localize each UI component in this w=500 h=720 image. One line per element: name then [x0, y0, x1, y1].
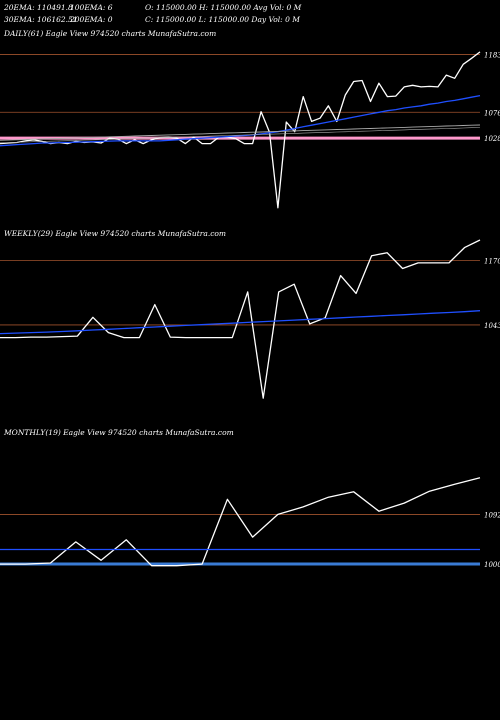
monthly-price-line — [0, 477, 481, 567]
header-ohlc-top: O: 115000.00 H: 115000.00 Avg Vol: 0 M — [145, 3, 302, 12]
header-100ema: 100EMA: 6 — [70, 3, 113, 12]
monthly-ytick-label: 1092 — [484, 511, 500, 519]
daily-ytick-label: 1183 — [484, 52, 500, 60]
weekly-price-line — [0, 239, 481, 399]
header-ohlc-bottom: C: 115000.00 L: 115000.00 Day Vol: 0 M — [145, 15, 300, 24]
daily-ema-slow-line-2 — [0, 127, 481, 144]
daily-ema-line — [0, 94, 481, 147]
weekly-ema-line — [0, 310, 481, 335]
daily-ytick-label: 1076 — [484, 109, 500, 117]
header-30ema: 30EMA: 106162.51 — [4, 15, 78, 24]
weekly-ytick-label: 1170 — [484, 257, 500, 265]
header-200ema: 200EMA: 0 — [70, 15, 113, 24]
weekly-panel-title: WEEKLY(29) Eagle View 974520 charts Muna… — [4, 229, 227, 238]
monthly-ytick-label: 1000 — [484, 561, 500, 569]
weekly-ytick-label: 1043 — [484, 322, 500, 330]
daily-panel-title: DAILY(61) Eagle View 974520 charts Munaf… — [4, 29, 217, 38]
monthly-panel-title: MONTHLY(19) Eagle View 974520 charts Mun… — [4, 428, 234, 437]
daily-ema_slow-line — [0, 124, 481, 141]
daily-ytick-label: 1028 — [484, 135, 500, 143]
header-20ema: 20EMA: 110491.8 — [4, 3, 73, 12]
